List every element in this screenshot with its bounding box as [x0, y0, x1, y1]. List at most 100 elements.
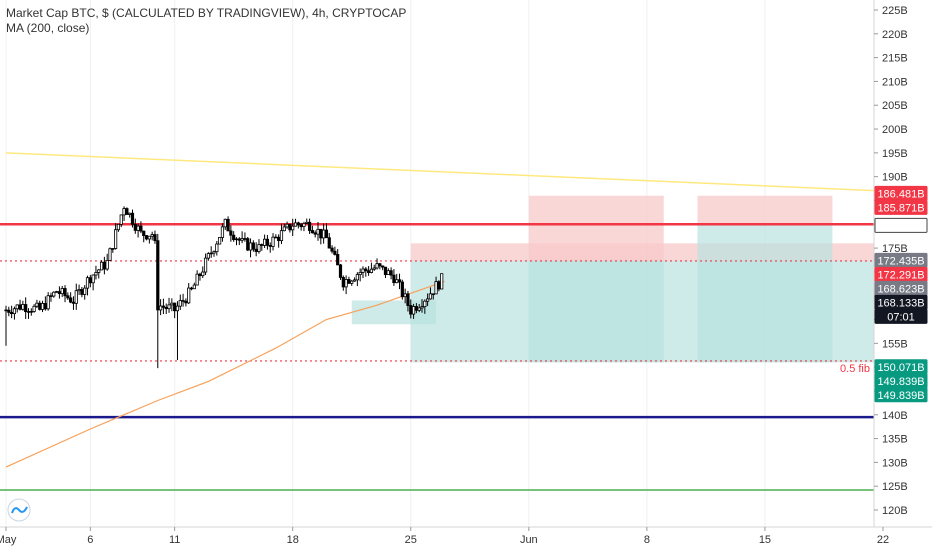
candle-body [352, 279, 357, 282]
candle-body [322, 229, 326, 239]
candle-body [417, 307, 421, 311]
candle-body [440, 273, 444, 290]
y-tick-label: 130B [882, 457, 908, 469]
candle-body [71, 301, 76, 304]
candle-body [291, 225, 295, 231]
candle [125, 207, 129, 215]
candle-body [7, 309, 11, 313]
candle [142, 230, 146, 243]
candle [198, 272, 202, 281]
candle [310, 225, 314, 234]
candle [395, 273, 399, 284]
candle [232, 231, 236, 242]
candle [285, 221, 289, 229]
indicator-label: MA (200, close) [6, 21, 90, 35]
y-tick-label: 220B [882, 29, 908, 41]
candle-body [144, 235, 149, 240]
x-tick-label: 8 [644, 534, 650, 546]
candle [420, 299, 424, 313]
candle [263, 234, 267, 248]
candle [299, 222, 303, 231]
candle-body [114, 229, 118, 249]
candle-body [26, 311, 31, 313]
candle-body [108, 248, 112, 261]
reward-zone [697, 225, 833, 363]
candle-body [91, 274, 95, 284]
candle [105, 253, 109, 271]
candle [111, 248, 115, 253]
candle-body [18, 304, 22, 310]
candle [128, 212, 132, 218]
candle [431, 293, 435, 300]
candle [32, 304, 36, 313]
candle [203, 253, 208, 276]
candle-body [63, 288, 67, 297]
price-tag: 172.291B [874, 266, 928, 282]
candle [411, 303, 416, 319]
price-tag-bg [874, 308, 928, 324]
candle [350, 279, 354, 286]
candle [428, 287, 433, 300]
candle [333, 246, 337, 256]
ma200-line [5, 280, 445, 468]
candle [375, 258, 379, 270]
candle-body [229, 230, 233, 236]
candle [338, 263, 343, 280]
candle-body [128, 212, 132, 215]
candle-body [209, 252, 213, 255]
candle [38, 300, 42, 311]
candle [192, 282, 196, 290]
candle [344, 275, 348, 295]
candle [369, 262, 374, 274]
candle-body [102, 261, 106, 270]
candle-body [52, 291, 56, 297]
candle-body [158, 305, 163, 311]
candle-body [369, 268, 374, 273]
candle-body [341, 277, 345, 288]
candle [229, 225, 233, 242]
candle [389, 267, 393, 280]
candle-body [119, 214, 123, 225]
candle-body [282, 226, 286, 232]
candle-body [195, 273, 199, 286]
candle-body [206, 253, 210, 259]
candle [10, 305, 14, 319]
candle-body [116, 223, 121, 231]
candle-body [336, 254, 340, 266]
candle [187, 283, 191, 305]
candle [355, 272, 359, 287]
candle-body [215, 243, 219, 253]
candle-body [198, 273, 202, 277]
price-tag-label: 168.133B [877, 297, 924, 309]
candle [434, 276, 438, 295]
candles [4, 206, 444, 369]
candle-body [277, 236, 281, 242]
candle [282, 223, 286, 232]
candle [268, 242, 272, 253]
y-tick-label: 155B [882, 338, 908, 350]
candle-body [375, 263, 379, 269]
candle [417, 303, 421, 313]
y-tick-label: 140B [882, 410, 908, 422]
candle [15, 304, 19, 313]
candle [80, 287, 84, 298]
candle-body [386, 270, 390, 275]
candle [40, 300, 45, 313]
x-tick-label: 15 [759, 534, 771, 546]
candle [330, 245, 334, 254]
candle-body [307, 221, 312, 231]
candle-body [437, 281, 441, 290]
candle [178, 294, 182, 310]
candle-body [85, 277, 90, 289]
candle [94, 265, 98, 280]
candle-body [403, 293, 407, 298]
candle-body [97, 269, 101, 273]
candle-body [153, 234, 157, 242]
x-tick-label: 22 [877, 534, 889, 546]
price-tag-bg [874, 199, 928, 215]
candle-body [181, 300, 185, 302]
price-tag-label: 172.435B [877, 255, 924, 267]
y-tick-label: 210B [882, 76, 908, 88]
candle-body [156, 240, 160, 311]
